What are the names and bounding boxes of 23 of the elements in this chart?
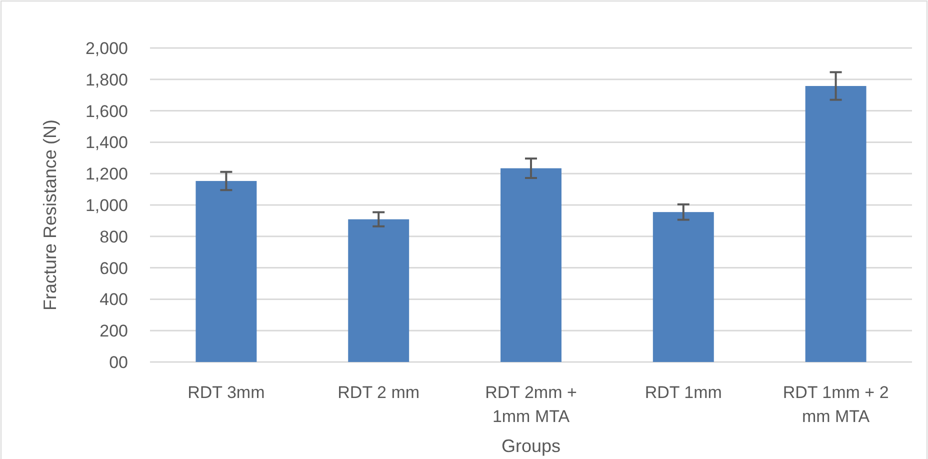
x-tick-label: RDT 1mm [644,383,722,402]
x-axis-title: Groups [501,436,561,456]
x-tick-label: RDT 2 mm [338,383,420,402]
y-tick-label: 1,000 [85,196,128,215]
y-tick-label: 800 [100,227,128,246]
y-tick-label: 1,800 [85,70,128,90]
y-tick-label: 2,000 [85,38,128,58]
bar [348,219,410,362]
x-tick-label: RDT 2mm + 1mm MTA [485,383,577,426]
bar [652,212,714,362]
y-tick-label: 00 [109,352,128,372]
y-tick-label: 200 [100,322,128,341]
x-tick-label: RDT 1mm + 2 mm MTA [782,383,889,426]
bar [805,86,866,362]
y-tick-label: 400 [100,290,128,310]
bar [500,168,562,362]
x-tick-label: RDT 3mm [188,383,265,402]
y-axis-title: Fracture Resistance (N) [40,119,60,311]
y-tick-label: 1,400 [85,133,128,152]
bar [196,180,257,362]
y-tick-label: 1,600 [85,102,128,121]
y-tick-label: 600 [100,258,128,278]
y-tick-label: 1,200 [85,164,128,184]
